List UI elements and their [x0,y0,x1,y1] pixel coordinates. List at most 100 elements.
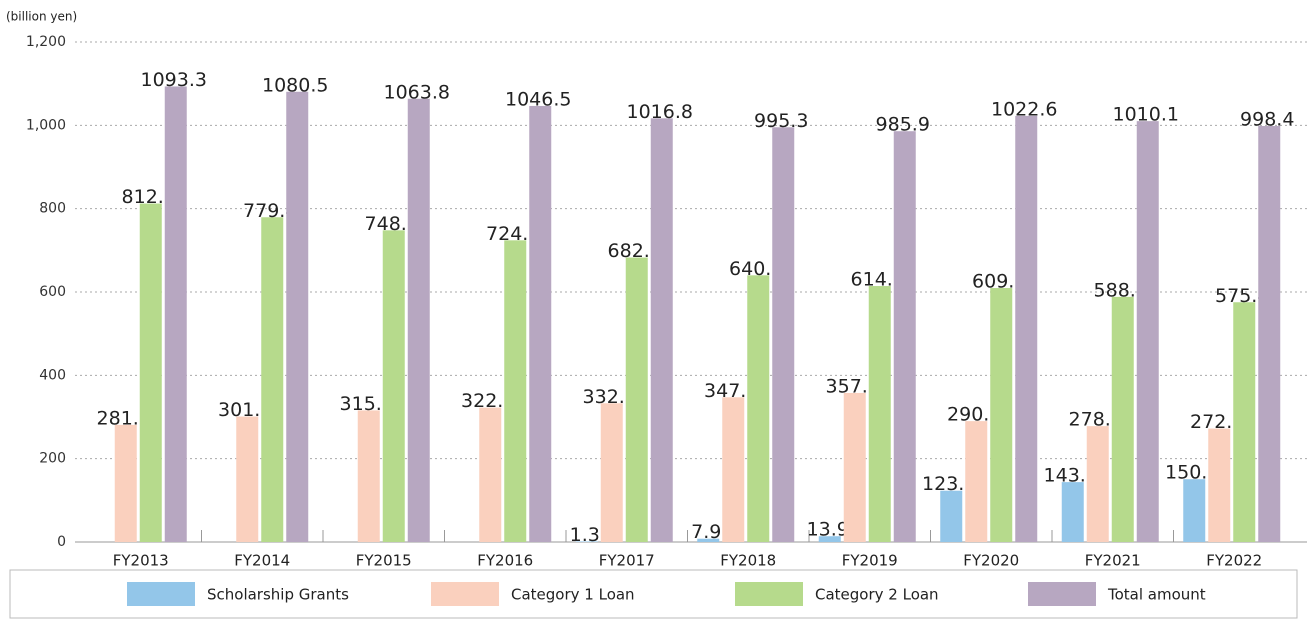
bar [722,397,745,542]
legend-swatch [1028,582,1096,606]
value-label: 682.7 [608,240,662,262]
value-label: 272.3 [1190,411,1244,433]
value-label: 278.1 [1069,409,1123,431]
bar [818,536,841,542]
value-label: 609.5 [972,271,1026,293]
value-label: 1080.5 [262,74,328,96]
legend-swatch [431,582,499,606]
value-label: 357.7 [826,375,880,397]
bar [357,410,380,542]
value-label: 1093.3 [141,69,207,91]
value-label: 123.1 [922,473,976,495]
bar [1086,426,1109,542]
bar [382,230,405,543]
value-label: 281.1 [97,407,151,429]
value-label: 1.3 [570,524,600,546]
bar [114,424,137,542]
value-label: 332.9 [583,386,637,408]
bar [772,127,795,543]
value-label: 575.4 [1215,285,1269,307]
value-label: 322.5 [461,390,515,412]
bar [286,91,309,543]
legend-swatch [127,582,195,606]
legend-label: Category 1 Loan [511,586,635,604]
value-label: 7.9 [691,521,721,543]
bar [1208,428,1231,542]
value-label: 1010.1 [1113,104,1179,126]
value-label: 995.3 [754,110,808,132]
value-label: 614.3 [851,269,905,291]
value-label: 1063.8 [384,81,450,103]
y-tick-label: 0 [57,534,66,550]
x-tick-label: FY2014 [234,552,290,570]
bar [747,275,770,542]
value-label: 143.7 [1044,465,1098,487]
bar [1136,121,1159,542]
value-label: 640.0 [729,258,783,280]
value-label: 13.9 [807,519,849,541]
y-tick-label: 400 [39,367,66,383]
value-label: 315.8 [340,393,394,415]
bar [1015,115,1038,543]
value-label: 1046.5 [505,88,571,110]
value-label: 150.7 [1165,462,1219,484]
value-label: 998.4 [1240,109,1294,131]
y-tick-label: 600 [39,284,66,300]
bar [1061,482,1084,542]
y-tick-label: 800 [39,201,66,217]
bar [868,286,891,542]
bar [479,407,502,542]
value-label: 1022.6 [991,98,1057,120]
value-label: 748.0 [365,213,419,235]
value-label: 724.0 [486,223,540,245]
value-label: 779.4 [243,200,297,222]
bar [843,392,866,542]
bar [893,131,916,543]
bar [504,240,527,543]
bar [990,288,1013,542]
x-tick-label: FY2021 [1085,552,1141,570]
bar [625,257,648,542]
bar [1233,302,1256,542]
legend-swatch [735,582,803,606]
bar [261,217,284,542]
bar [407,98,430,542]
x-tick-label: FY2019 [842,552,898,570]
y-tick-label: 200 [39,451,66,467]
value-label: 290.1 [947,404,1001,426]
y-tick-label: 1,200 [26,34,66,50]
bar [575,541,598,542]
legend-label: Category 2 Loan [815,586,939,604]
x-tick-label: FY2018 [720,552,776,570]
bar [650,118,673,542]
legend-label: Scholarship Grants [207,586,349,604]
y-axis-label: (billion yen) [6,10,77,24]
x-tick-label: FY2022 [1206,552,1262,570]
x-tick-label: FY2020 [963,552,1019,570]
value-label: 347.3 [704,380,758,402]
bar [529,105,552,542]
value-label: 588.3 [1094,279,1148,301]
bar [697,538,720,542]
bar [1111,296,1134,542]
bar [1183,479,1206,542]
value-label: 301.1 [218,399,272,421]
x-tick-label: FY2013 [113,552,169,570]
value-label: 812.3 [122,186,176,208]
bar [164,86,187,542]
value-label: 985.9 [876,114,930,136]
bar [965,421,988,542]
bar [940,490,963,542]
value-label: 1016.8 [627,101,693,123]
bar [1258,126,1281,542]
bar [139,203,162,542]
x-tick-label: FY2016 [477,552,533,570]
x-tick-label: FY2015 [356,552,412,570]
x-tick-label: FY2017 [599,552,655,570]
bar [600,403,623,542]
y-tick-label: 1,000 [26,117,66,133]
legend-box [9,569,1298,619]
bar [236,416,259,542]
legend-label: Total amount [1107,586,1206,604]
